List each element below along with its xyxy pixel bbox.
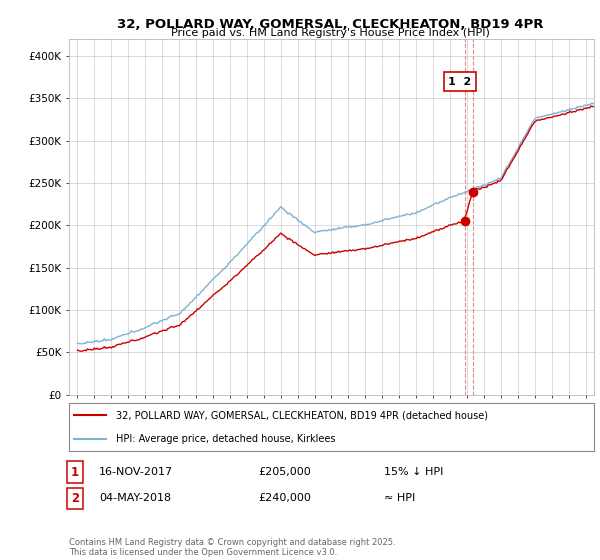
Text: ≈ HPI: ≈ HPI: [384, 493, 415, 503]
Text: 1  2: 1 2: [448, 77, 472, 87]
Text: 15% ↓ HPI: 15% ↓ HPI: [384, 467, 443, 477]
Text: £205,000: £205,000: [258, 467, 311, 477]
Text: 32, POLLARD WAY, GOMERSAL, CLECKHEATON, BD19 4PR (detached house): 32, POLLARD WAY, GOMERSAL, CLECKHEATON, …: [116, 410, 488, 420]
Text: 04-MAY-2018: 04-MAY-2018: [99, 493, 171, 503]
Text: Contains HM Land Registry data © Crown copyright and database right 2025.
This d: Contains HM Land Registry data © Crown c…: [69, 538, 395, 557]
Text: 32, POLLARD WAY, GOMERSAL, CLECKHEATON, BD19 4PR: 32, POLLARD WAY, GOMERSAL, CLECKHEATON, …: [117, 18, 543, 31]
Text: £240,000: £240,000: [258, 493, 311, 503]
Text: 1: 1: [71, 465, 79, 479]
Text: Price paid vs. HM Land Registry's House Price Index (HPI): Price paid vs. HM Land Registry's House …: [170, 28, 490, 38]
Text: 16-NOV-2017: 16-NOV-2017: [99, 467, 173, 477]
Text: 2: 2: [71, 492, 79, 505]
Text: HPI: Average price, detached house, Kirklees: HPI: Average price, detached house, Kirk…: [116, 434, 336, 444]
